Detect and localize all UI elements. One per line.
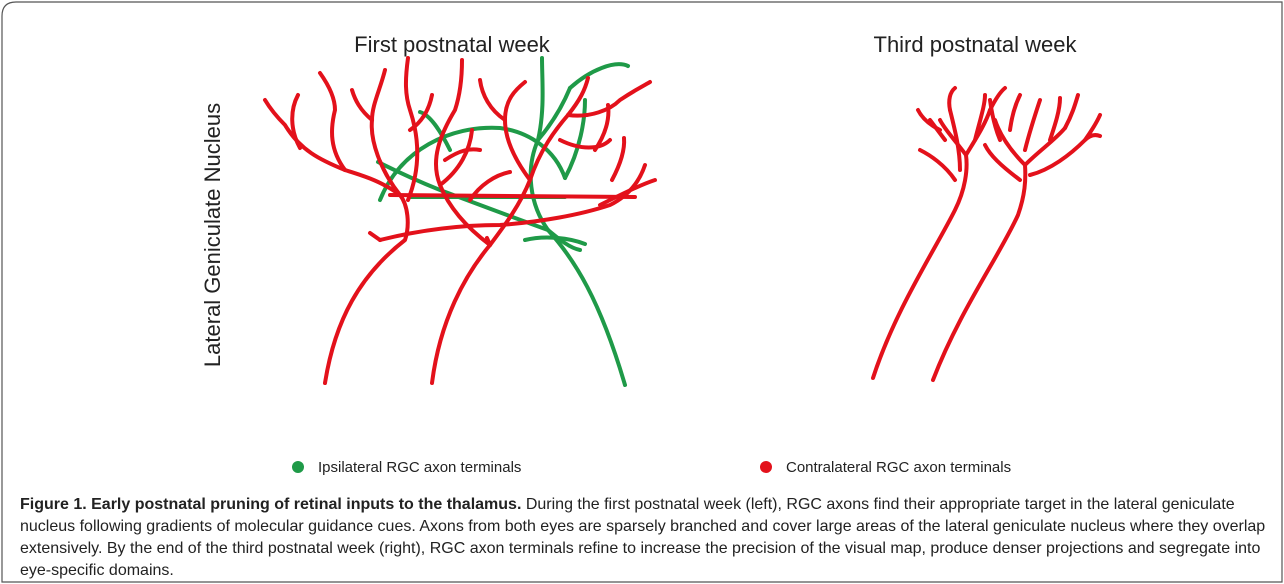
ipsilateral-axon: [378, 58, 628, 385]
caption-title: Figure 1. Early postnatal pruning of ret…: [20, 496, 521, 513]
caption: Figure 1. Early postnatal pruning of ret…: [20, 494, 1268, 582]
page: {"panels": [{"title": "First postnatal w…: [0, 0, 1284, 584]
panel-title: Third postnatal week: [874, 32, 1078, 57]
y-label: Lateral Geniculate Nucleus: [200, 103, 225, 367]
contralateral-axons: [265, 58, 655, 383]
panel-title: First postnatal week: [354, 32, 551, 57]
contralateral-axons-refined: [873, 88, 1100, 380]
legend-label: Ipsilateral RGC axon terminals: [318, 459, 521, 476]
legend-swatch: [292, 461, 304, 473]
legend-label: Contralateral RGC axon terminals: [786, 459, 1011, 476]
legend-swatch: [760, 461, 772, 473]
